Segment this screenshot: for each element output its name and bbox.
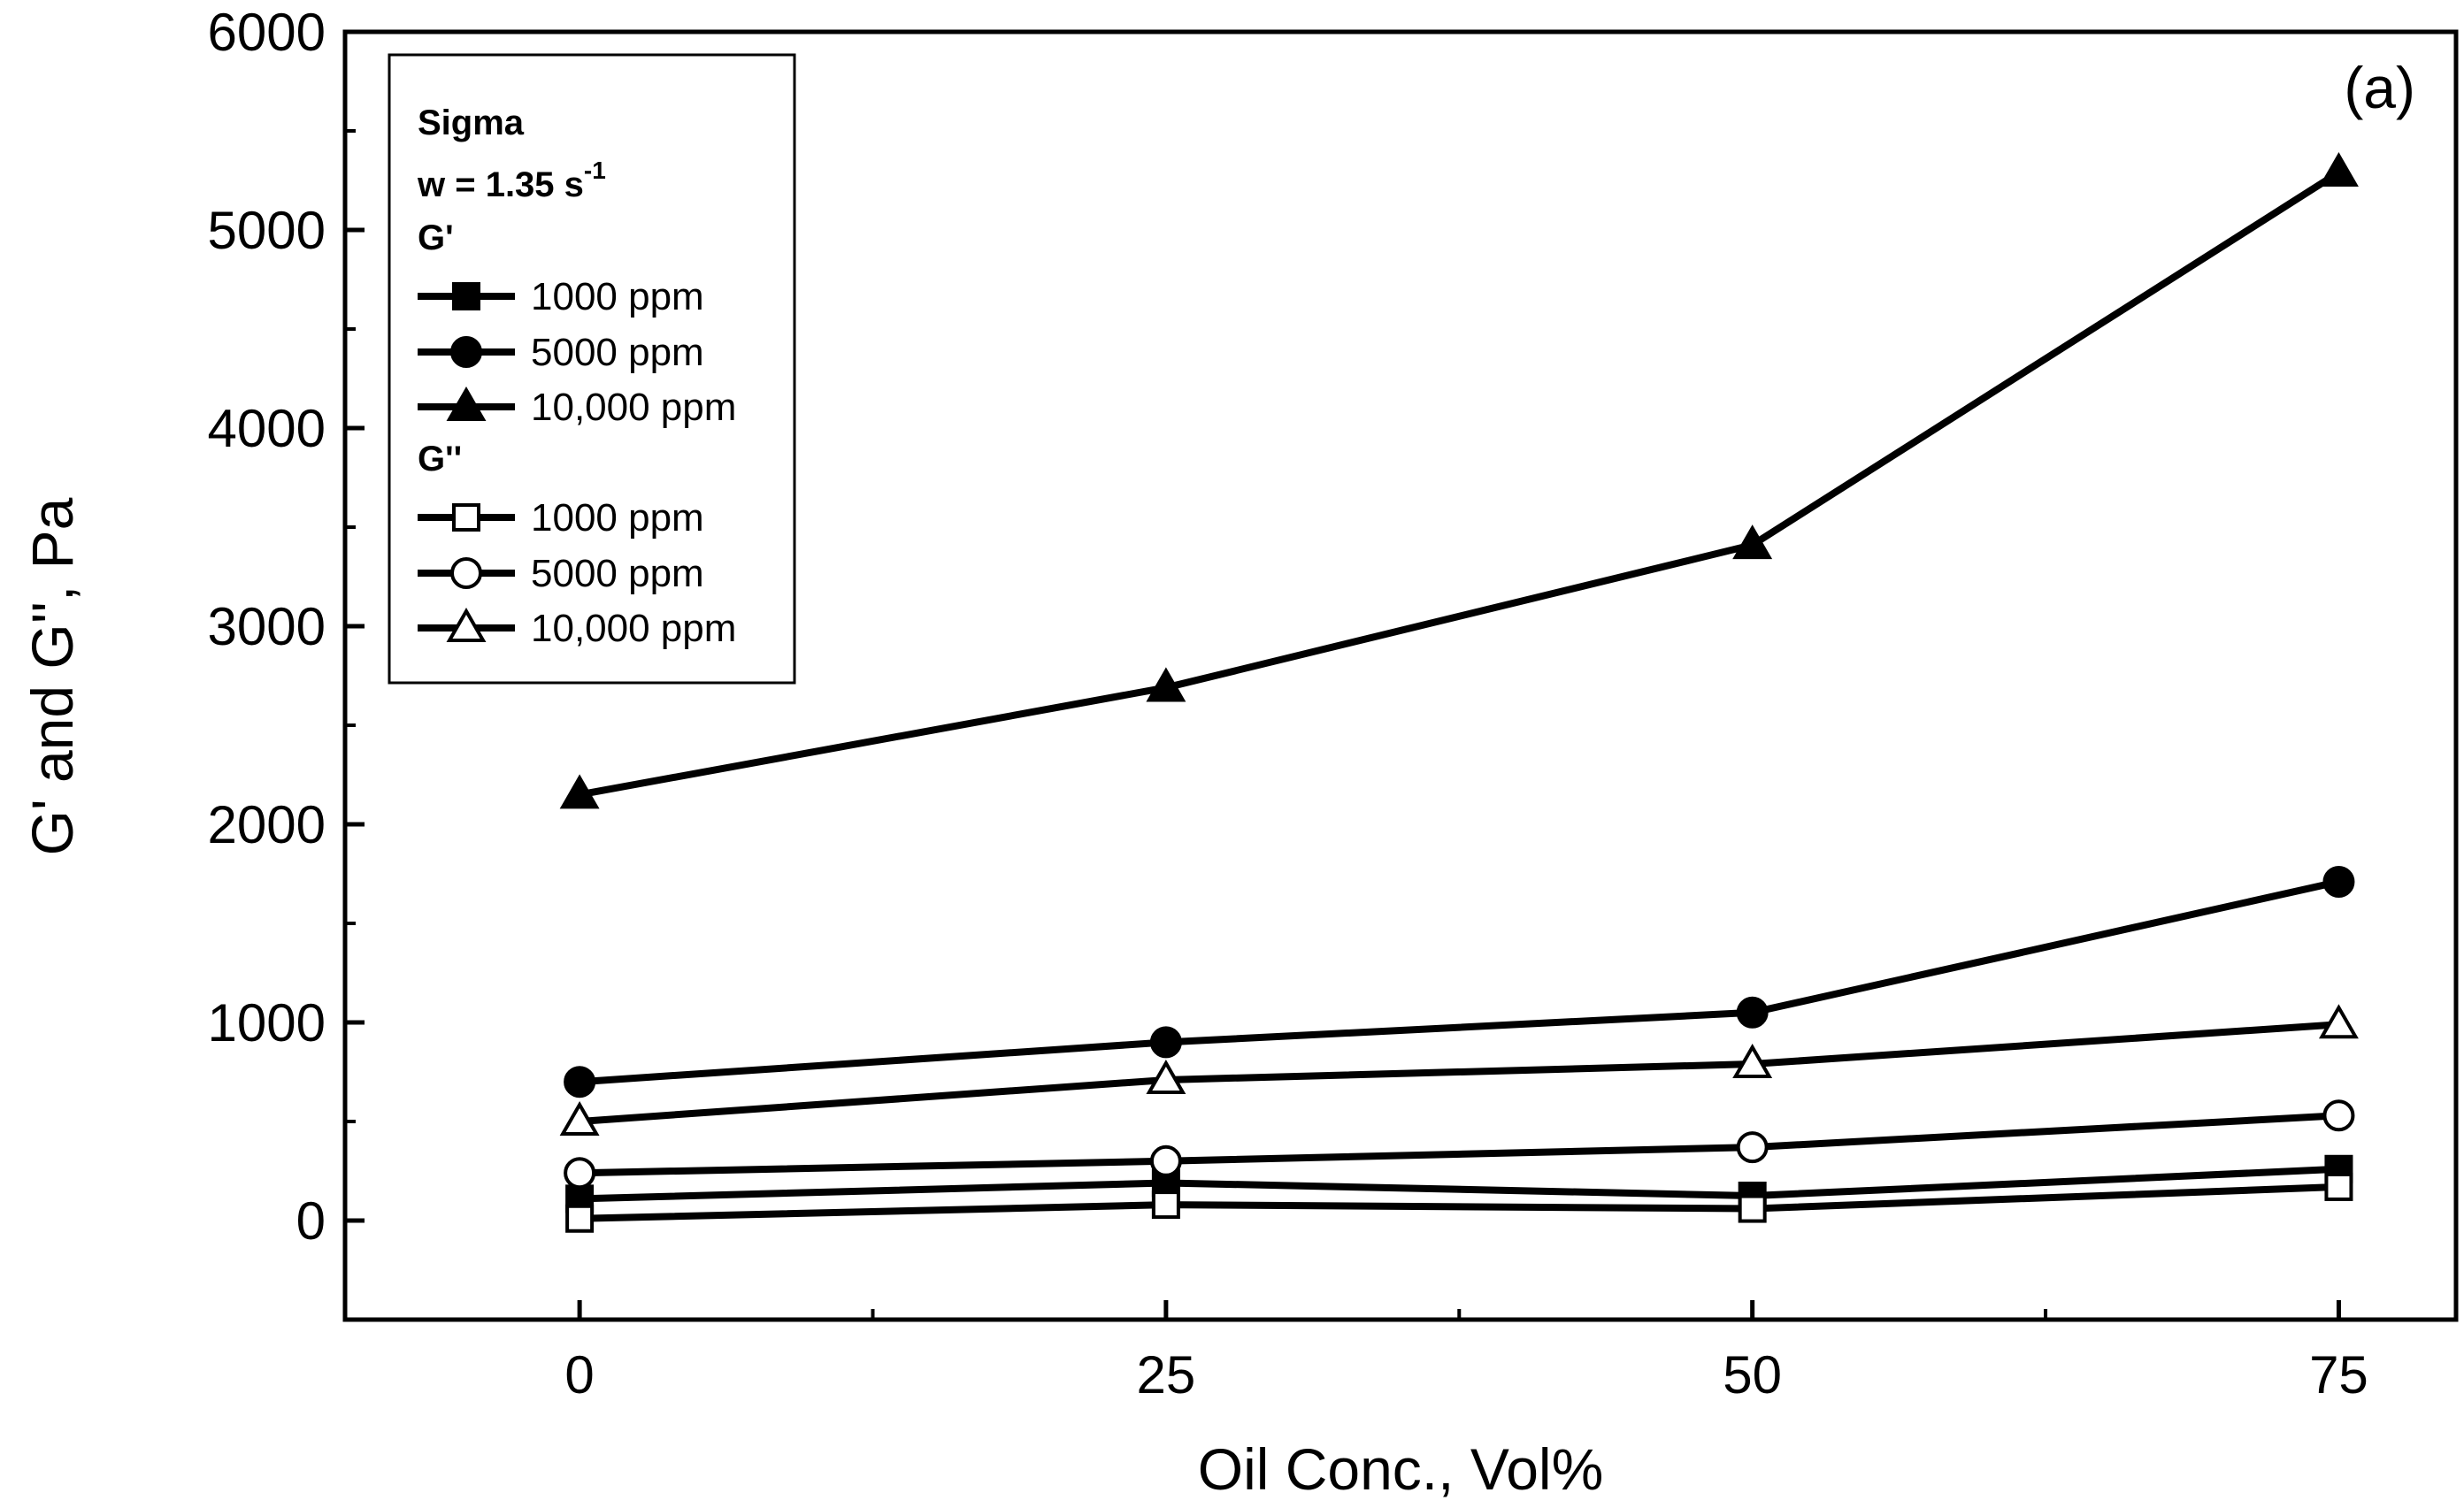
x-tick-label: 75 xyxy=(2309,1345,2368,1405)
data-point xyxy=(559,1100,600,1136)
series-line-2 xyxy=(579,169,2341,799)
plot-frame-border xyxy=(342,29,2459,1322)
y-tick-label: 3000 xyxy=(208,597,326,656)
x-tick-label: 0 xyxy=(564,1345,594,1405)
y-tick-label: 0 xyxy=(296,1191,326,1251)
series-markers xyxy=(559,152,2359,1233)
data-point xyxy=(1146,1059,1186,1094)
data-point xyxy=(2322,865,2355,898)
legend-marker-0 xyxy=(452,282,480,310)
series-line-3 xyxy=(580,1183,2339,1222)
data-point xyxy=(559,774,600,809)
legend-group-g-double-prime: G'' xyxy=(418,440,462,478)
legend-label-0: 1000 ppm xyxy=(531,275,704,318)
legend-entries: 1000 ppm 5000 ppm 10,000 ppm 1000 ppm 5000 p… xyxy=(418,275,736,650)
axis-ticks: 0 1000 2000 3000 4000 5000 6000 0 25 50 75 xyxy=(208,3,2368,1405)
series-line-0 xyxy=(580,1165,2339,1203)
data-point xyxy=(1146,667,1186,702)
legend-subtitle: w = 1.35 s-1 xyxy=(417,157,606,204)
x-tick-label: 50 xyxy=(1723,1345,1782,1405)
series-line-5 xyxy=(579,1021,2339,1125)
data-point xyxy=(564,1157,596,1190)
legend-marker-1 xyxy=(450,336,482,368)
y-tick-label: 2000 xyxy=(208,795,326,854)
legend-marker-5 xyxy=(446,607,487,642)
panel-label: (a) xyxy=(2344,55,2415,120)
data-point xyxy=(564,1066,596,1098)
data-point xyxy=(1149,1144,1182,1177)
y-tick-label: 6000 xyxy=(208,3,326,62)
legend-marker-4 xyxy=(450,557,482,589)
y-tick-label: 5000 xyxy=(208,201,326,260)
data-point xyxy=(1732,1044,1773,1079)
data-point xyxy=(2318,152,2359,188)
series-line-4 xyxy=(580,1112,2339,1177)
y-axis-title: G' and G'', Pa xyxy=(19,497,85,855)
data-point xyxy=(1151,1190,1180,1220)
legend: Sigma w = 1.35 s-1 G' G'' 1000 ppm 5000 p… xyxy=(388,53,796,685)
data-point xyxy=(565,1204,595,1233)
legend-title: Sigma xyxy=(418,103,525,142)
legend-label-3: 1000 ppm xyxy=(531,496,704,540)
legend-label-4: 5000 ppm xyxy=(531,552,704,595)
legend-marker-3 xyxy=(452,503,480,532)
data-point xyxy=(1732,524,1773,560)
plot-area xyxy=(342,29,2459,1322)
data-point xyxy=(1149,1026,1182,1059)
y-tick-label: 1000 xyxy=(208,993,326,1053)
x-axis-title: Oil Conc., Vol% xyxy=(1198,1436,1604,1502)
data-point xyxy=(2322,1099,2355,1132)
data-point xyxy=(2318,1004,2359,1039)
legend-marker-2 xyxy=(446,386,487,421)
legend-group-g-prime: G' xyxy=(418,218,454,257)
legend-label-2: 10,000 ppm xyxy=(531,386,736,429)
y-tick-label: 4000 xyxy=(208,399,326,458)
data-point xyxy=(1736,1131,1769,1164)
series-lines xyxy=(579,169,2341,1222)
x-tick-label: 25 xyxy=(1137,1345,1196,1405)
legend-subtitle-base: w = 1.35 s xyxy=(417,165,584,204)
series-line-1 xyxy=(579,878,2340,1086)
legend-label-1: 5000 ppm xyxy=(531,331,704,374)
legend-label-5: 10,000 ppm xyxy=(531,607,736,650)
data-point xyxy=(1738,1194,1767,1223)
data-point xyxy=(2324,1172,2353,1201)
data-point xyxy=(1736,996,1769,1029)
legend-subtitle-exponent: -1 xyxy=(584,157,606,184)
